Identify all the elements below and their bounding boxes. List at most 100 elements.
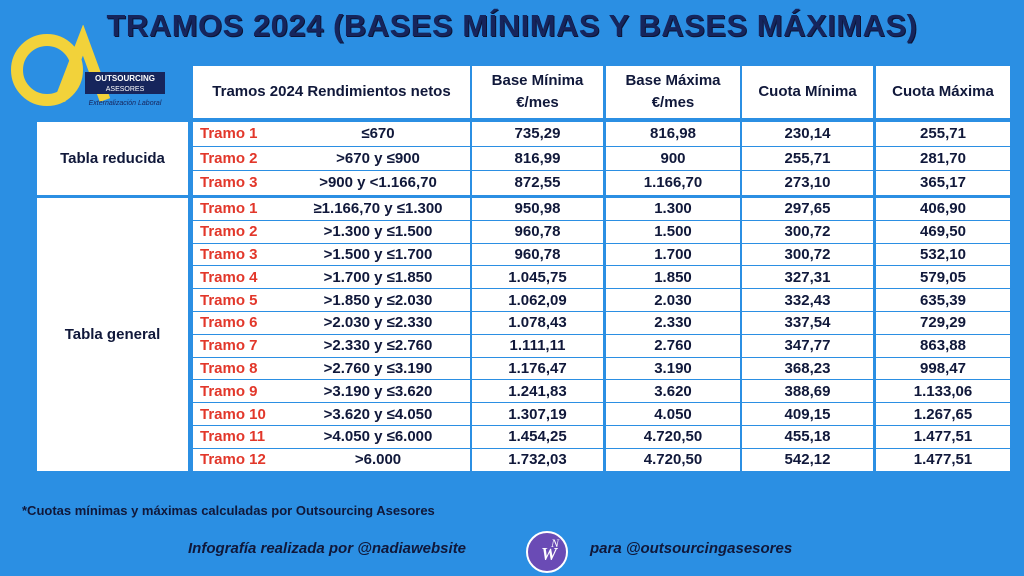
cell: 300,72 xyxy=(742,220,873,243)
range: >2.760 y ≤3.190 xyxy=(323,359,433,377)
tramo-label: Tramo 3 xyxy=(200,174,258,192)
tramo-label: Tramo 11 xyxy=(200,428,266,446)
cell: 281,70 xyxy=(876,146,1010,170)
range: >3.620 y ≤4.050 xyxy=(323,405,433,423)
tramo-label: Tramo 7 xyxy=(200,337,258,355)
cell: 4.720,50 xyxy=(606,448,740,471)
cell: 1.166,70 xyxy=(606,171,740,195)
range: >670 y ≤900 xyxy=(336,149,420,167)
tramo-label: Tramo 4 xyxy=(200,268,258,286)
cell: 406,90 xyxy=(876,198,1010,220)
cell: 337,54 xyxy=(742,312,873,334)
cell: 4.050 xyxy=(606,403,740,425)
tramo-label: Tramo 10 xyxy=(200,405,266,423)
cell: 1.700 xyxy=(606,243,740,266)
cell: 1.062,09 xyxy=(472,289,603,311)
column-header: Tramos 2024 Rendimientos netos xyxy=(193,66,470,118)
cell: 300,72 xyxy=(742,243,873,266)
range: >1.850 y ≤2.030 xyxy=(323,291,433,309)
cell: 1.732,03 xyxy=(472,448,603,471)
logo-sub: ASESORES xyxy=(106,86,145,93)
cell xyxy=(193,380,470,403)
cell: 1.850 xyxy=(606,266,740,289)
cell xyxy=(193,357,470,380)
cell: 365,17 xyxy=(876,171,1010,195)
cell: 273,10 xyxy=(742,171,873,195)
cell: 1.241,83 xyxy=(472,380,603,403)
cell xyxy=(193,403,470,425)
cell xyxy=(193,448,470,471)
cell: 2.760 xyxy=(606,334,740,357)
cell xyxy=(193,122,470,146)
cell: 1.078,43 xyxy=(472,312,603,334)
tramo-label: Tramo 1 xyxy=(200,125,258,143)
cell: 3.620 xyxy=(606,380,740,403)
cell xyxy=(193,171,470,195)
group-label: Tabla reducida xyxy=(37,122,188,195)
cell: 735,29 xyxy=(472,122,603,146)
tramo-label: Tramo 2 xyxy=(200,149,258,167)
logo: OUTSOURCING ASESORES Externalización Lab… xyxy=(11,25,165,107)
column-header: Cuota Mínima xyxy=(742,66,873,118)
cell: 900 xyxy=(606,146,740,170)
column-header: Cuota Máxima xyxy=(876,66,1010,118)
cell: 1.454,25 xyxy=(472,426,603,448)
range: >6.000 xyxy=(354,451,402,469)
tramo-label: Tramo 1 xyxy=(200,200,258,218)
cell xyxy=(193,198,470,220)
badge-n: N xyxy=(550,536,560,550)
cell: 542,12 xyxy=(742,448,873,471)
cell: 2.330 xyxy=(606,312,740,334)
cell: 635,39 xyxy=(876,289,1010,311)
group-label: Tabla general xyxy=(37,198,188,471)
range: >4.050 y ≤6.000 xyxy=(323,428,433,446)
cell: 327,31 xyxy=(742,266,873,289)
cell: 230,14 xyxy=(742,122,873,146)
range: >1.300 y ≤1.500 xyxy=(323,223,433,241)
cell: 255,71 xyxy=(876,122,1010,146)
cell: 347,77 xyxy=(742,334,873,357)
cell: 950,98 xyxy=(472,198,603,220)
cell xyxy=(193,266,470,289)
cell: 1.477,51 xyxy=(876,426,1010,448)
range: >900 y <1.166,70 xyxy=(319,174,437,192)
cell: 1.477,51 xyxy=(876,448,1010,471)
column-header: Base Máxima €/mes xyxy=(606,66,740,118)
tramo-label: Tramo 3 xyxy=(200,245,258,263)
cell xyxy=(193,243,470,266)
logo-box xyxy=(85,72,165,94)
cell: 455,18 xyxy=(742,426,873,448)
cell xyxy=(193,426,470,448)
credit-right: para @outsourcingasesores xyxy=(590,540,793,557)
cell: 368,23 xyxy=(742,357,873,380)
cell: 1.307,19 xyxy=(472,403,603,425)
credit-left: Infografía realizada por @nadiawebsite xyxy=(188,540,467,557)
badge-w: W xyxy=(541,544,559,564)
range: >1.700 y ≤1.850 xyxy=(323,268,433,286)
tramo-label: Tramo 9 xyxy=(200,382,258,400)
cell: 816,99 xyxy=(472,146,603,170)
range: >3.190 y ≤3.620 xyxy=(323,382,433,400)
cell xyxy=(193,334,470,357)
cell: 1.133,06 xyxy=(876,380,1010,403)
cell: 960,78 xyxy=(472,243,603,266)
cell: 2.030 xyxy=(606,289,740,311)
cell: 1.111,11 xyxy=(472,334,603,357)
badge: W N xyxy=(526,531,568,573)
cell: 872,55 xyxy=(472,171,603,195)
cell: 409,15 xyxy=(742,403,873,425)
cell: 532,10 xyxy=(876,243,1010,266)
cell: 255,71 xyxy=(742,146,873,170)
logo-tagline: Externalización Laboral xyxy=(89,100,162,107)
cell: 1.267,65 xyxy=(876,403,1010,425)
cell: 1.300 xyxy=(606,198,740,220)
cell: 816,98 xyxy=(606,122,740,146)
cell xyxy=(193,146,470,170)
cell xyxy=(193,312,470,334)
range: ≥1.166,70 y ≤1.300 xyxy=(313,200,443,218)
cell: 332,43 xyxy=(742,289,873,311)
column-header: Base Mínima €/mes xyxy=(472,66,603,118)
cell: 729,29 xyxy=(876,312,1010,334)
tramo-label: Tramo 6 xyxy=(200,314,258,332)
